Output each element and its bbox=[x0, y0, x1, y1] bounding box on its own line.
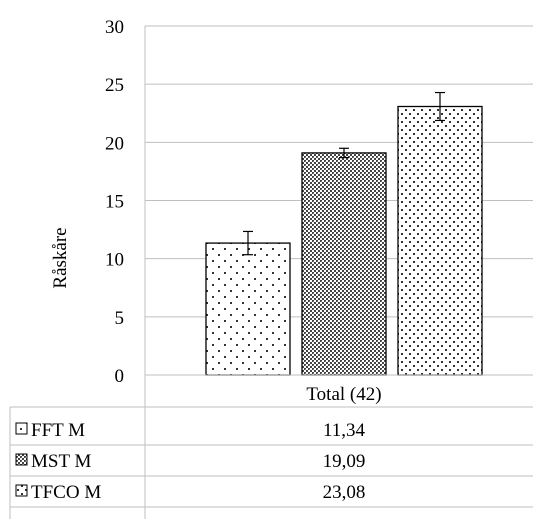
data-label: 11,34 bbox=[323, 420, 366, 441]
legend-key-tfco-m bbox=[15, 484, 28, 497]
y-tick-label: 15 bbox=[105, 192, 124, 213]
category-label: Total (42) bbox=[306, 384, 381, 405]
y-tick-label: 20 bbox=[105, 133, 124, 154]
legend-entry: MST M bbox=[31, 451, 91, 472]
y-axis-ticks: 0 5 10 15 20 25 30 bbox=[105, 17, 124, 387]
y-tick-label: 30 bbox=[105, 17, 124, 38]
legend-entry: TFCO M bbox=[31, 482, 101, 503]
bar-mst-m bbox=[301, 152, 387, 376]
y-axis-label: Råskåre bbox=[50, 227, 71, 288]
y-tick-label: 0 bbox=[115, 366, 125, 387]
legend-entry: FFT M bbox=[31, 420, 85, 441]
data-table: Total (42) FFT M 11,34 MST M 19,09 TFCO M 23,0… bbox=[9, 384, 533, 519]
y-tick-label: 25 bbox=[105, 75, 124, 96]
bar-fft-m bbox=[205, 242, 291, 376]
plot-frame bbox=[144, 26, 533, 519]
y-tick-label: 5 bbox=[115, 308, 125, 329]
error-bars bbox=[243, 91, 445, 256]
y-tick-label: 10 bbox=[105, 250, 124, 271]
legend-key-mst-m bbox=[15, 453, 28, 466]
bar-tfco-m bbox=[397, 105, 483, 376]
bars bbox=[205, 105, 483, 376]
legend-key-fft-m bbox=[15, 422, 28, 435]
data-label: 23,08 bbox=[323, 482, 366, 503]
data-label: 19,09 bbox=[323, 451, 366, 472]
